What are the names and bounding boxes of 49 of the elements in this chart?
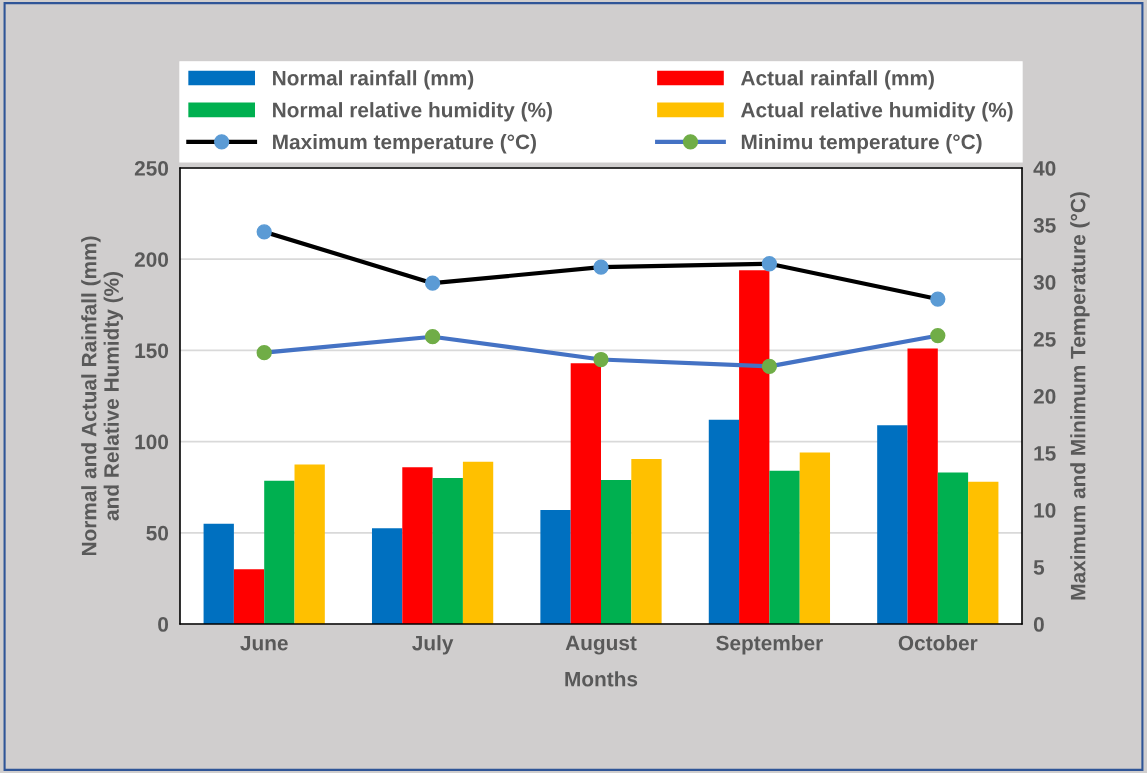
y2-tick-label: 40 <box>1033 161 1056 176</box>
y2-tick-label: 5 <box>1033 560 1045 575</box>
bar <box>708 419 740 624</box>
bar <box>402 467 433 624</box>
bar <box>432 478 463 624</box>
y-tick-label: 50 <box>146 525 169 541</box>
y-axis-title: Normal and Actual Rainfall (mm) and Relative Humidty (%) <box>81 236 124 556</box>
bar <box>570 363 601 624</box>
y2-tick-label: 10 <box>1034 503 1056 518</box>
legend-label: Maximum temperature (°C) <box>273 134 536 154</box>
x-tick-label: October <box>898 635 978 651</box>
bar <box>769 470 800 624</box>
bar <box>877 425 908 624</box>
y2-tick-label: 30 <box>1033 275 1056 290</box>
bar <box>631 458 662 624</box>
y-tick-label: 150 <box>135 343 169 359</box>
bar <box>203 523 234 624</box>
y-tick-label: 100 <box>135 434 169 450</box>
bar <box>601 479 632 624</box>
y2-tick-label: 35 <box>1033 218 1056 233</box>
bar <box>799 452 831 624</box>
legend-label: Normal relative humidity (%) <box>273 102 552 122</box>
bar <box>540 510 571 624</box>
bar <box>462 461 494 624</box>
bar <box>233 569 265 624</box>
bar <box>907 348 938 624</box>
bar <box>739 270 770 624</box>
x-axis-title: Months <box>565 671 638 687</box>
y2-axis-title: Maximum and Minimum Temperature (°C) <box>1070 192 1090 600</box>
legend-label: Actual rainfall (mm) <box>740 70 934 90</box>
x-tick-label: August <box>565 635 637 655</box>
legend-label: Actual relative humidity (%) <box>740 102 1013 122</box>
x-tick-label: September <box>716 635 823 655</box>
bar <box>968 481 999 624</box>
y-tick-label: 200 <box>134 252 169 267</box>
bar <box>264 480 295 624</box>
y-tick-label: 250 <box>134 161 169 176</box>
y2-tick-label: 25 <box>1033 332 1056 347</box>
x-tick-label: July <box>412 635 454 655</box>
legend-label: Minimu temperature (°C) <box>741 134 982 154</box>
bar <box>294 464 325 624</box>
bar <box>371 528 403 624</box>
y2-tick-label: 0 <box>1033 617 1044 632</box>
bar <box>937 472 969 624</box>
y2-tick-label: 15 <box>1034 446 1056 461</box>
y-tick-label: 0 <box>158 617 169 632</box>
y2-tick-label: 20 <box>1033 389 1056 404</box>
legend-label: Normal rainfall (mm) <box>273 70 474 90</box>
x-tick-label: June <box>240 635 288 651</box>
